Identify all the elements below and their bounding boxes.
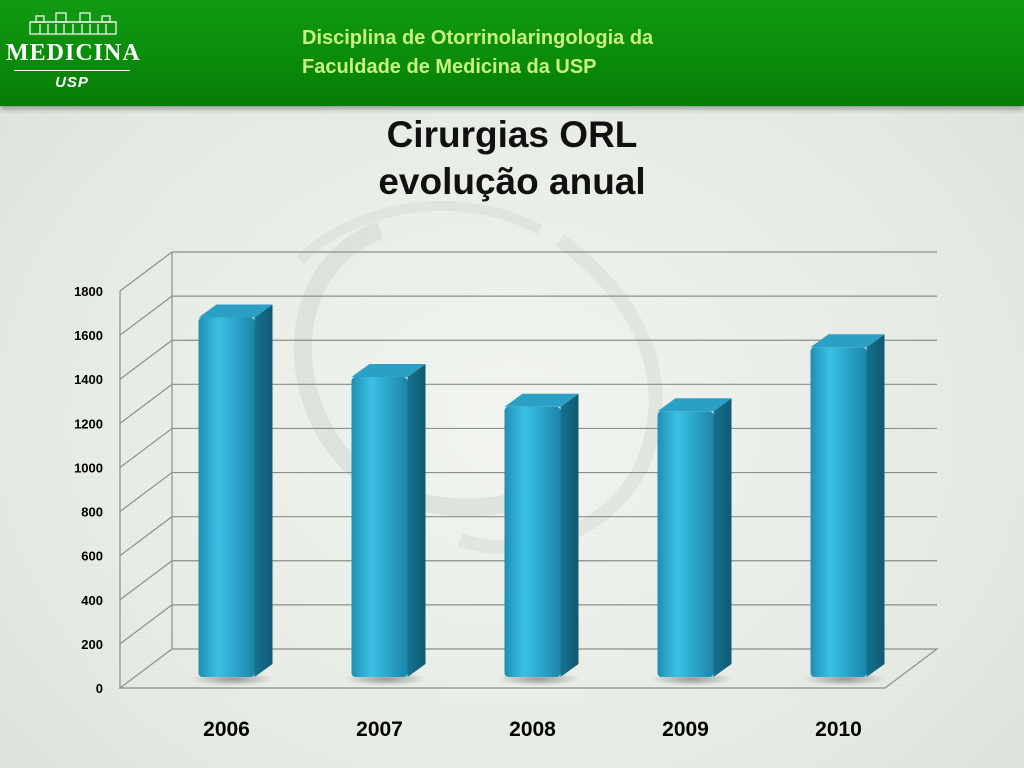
bar bbox=[810, 347, 867, 677]
x-tick-label: 2006 bbox=[203, 718, 250, 741]
logo-word: MEDICINA bbox=[6, 40, 141, 66]
gridline-side bbox=[119, 383, 173, 424]
medicina-usp-logo: MEDICINA USP bbox=[6, 10, 141, 96]
y-tick-label: 0 bbox=[96, 681, 103, 696]
bar-top bbox=[198, 304, 273, 318]
chart-title-line-2: evolução anual bbox=[378, 161, 646, 202]
gridline-side bbox=[119, 427, 173, 468]
y-tick-label: 1600 bbox=[74, 328, 103, 343]
y-tick-label: 1800 bbox=[74, 284, 103, 299]
header-title-line-1: Disciplina de Otorrinolaringologia da bbox=[302, 27, 654, 49]
bar-side bbox=[866, 334, 885, 677]
y-tick-label: 800 bbox=[81, 505, 103, 520]
bar bbox=[351, 377, 408, 677]
chart-title-line-1: Cirurgias ORL bbox=[386, 114, 638, 155]
bar bbox=[504, 406, 561, 677]
y-tick-label: 1200 bbox=[74, 416, 103, 431]
x-tick-label: 2008 bbox=[509, 718, 556, 741]
gridline-side bbox=[119, 604, 173, 645]
bar-top bbox=[351, 364, 426, 378]
gridline-side bbox=[119, 251, 173, 292]
bar bbox=[198, 317, 255, 677]
chart-floor bbox=[118, 648, 939, 689]
header-title-line-2: Faculdade de Medicina da USP bbox=[302, 56, 597, 78]
bar-side bbox=[407, 364, 426, 677]
gridline-side bbox=[119, 472, 173, 513]
y-tick-label: 1000 bbox=[74, 460, 103, 475]
bar bbox=[657, 411, 714, 677]
gridline-side bbox=[119, 516, 173, 557]
y-tick-label: 200 bbox=[81, 637, 103, 652]
bar-side bbox=[254, 304, 273, 677]
y-tick-label: 600 bbox=[81, 549, 103, 564]
bar-top bbox=[810, 334, 885, 348]
bar-top bbox=[504, 393, 579, 407]
x-tick-label: 2010 bbox=[815, 718, 862, 741]
bar-top bbox=[657, 398, 732, 412]
y-tick-label: 1400 bbox=[74, 372, 103, 387]
gridline-side bbox=[119, 560, 173, 601]
faculty-building-icon bbox=[29, 12, 117, 35]
logo-divider bbox=[14, 70, 130, 71]
x-tick-label: 2009 bbox=[662, 718, 709, 741]
header-bar: MEDICINA USP Disciplina de Otorrinolarin… bbox=[0, 0, 1024, 106]
y-tick-label: 400 bbox=[81, 593, 103, 608]
gridline-side bbox=[119, 295, 173, 336]
bar-side bbox=[560, 393, 579, 677]
logo-usp-text: USP bbox=[55, 74, 89, 91]
gridline-side bbox=[119, 339, 173, 380]
bar-side bbox=[713, 398, 732, 677]
x-tick-label: 2007 bbox=[356, 718, 403, 741]
